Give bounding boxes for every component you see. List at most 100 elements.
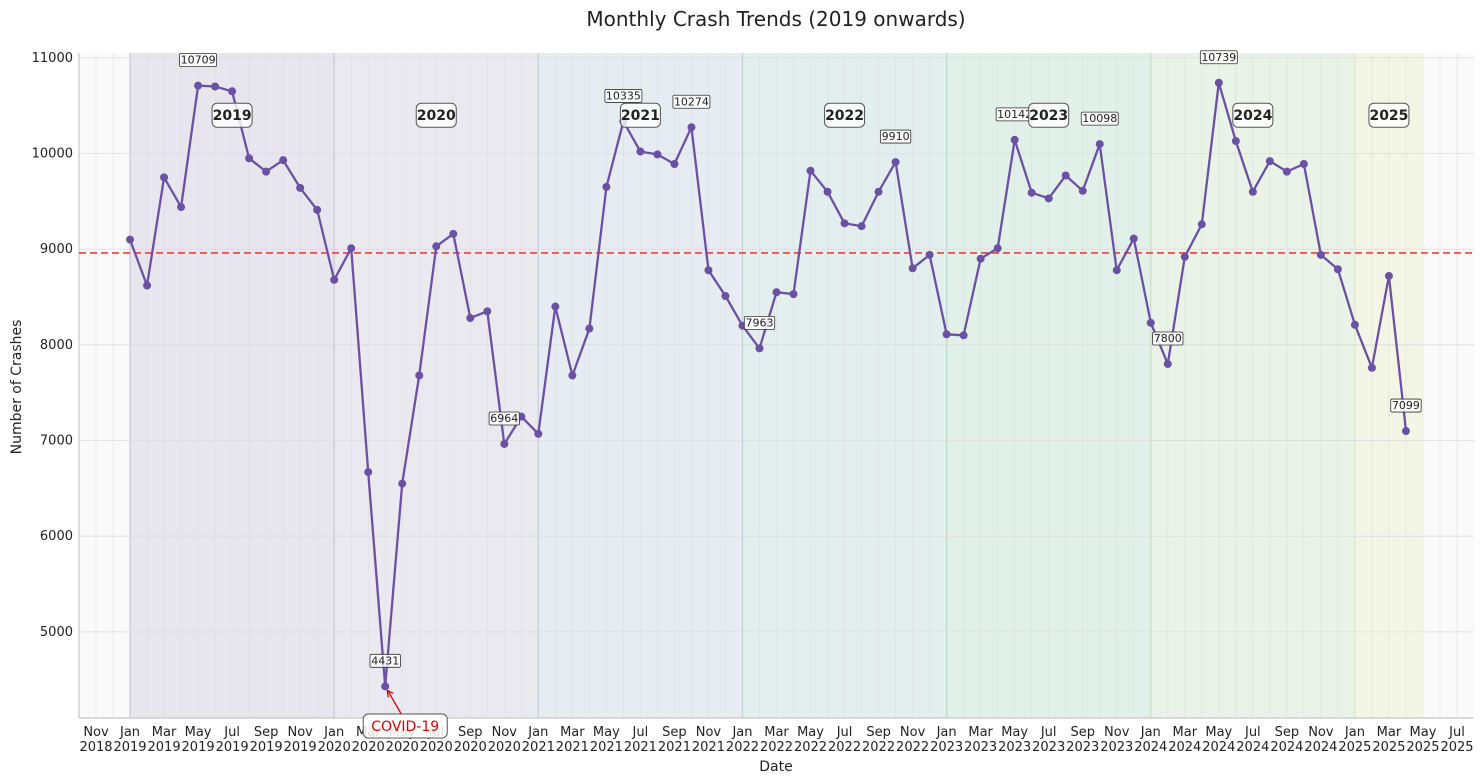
x-tick-year-label: 2022: [760, 740, 793, 755]
value-label: 7800: [1152, 331, 1184, 346]
x-tick-month-label: Nov: [696, 725, 722, 740]
y-tick-label: 7000: [40, 434, 73, 449]
x-tick-year-label: 2025: [1440, 740, 1473, 755]
data-point: [670, 159, 679, 168]
data-point: [1231, 137, 1240, 146]
data-point: [1061, 171, 1070, 180]
data-point: [1010, 135, 1019, 144]
y-tick-label: 9000: [40, 242, 73, 257]
chart-title: Monthly Crash Trends (2019 onwards): [586, 7, 965, 31]
data-point: [1112, 266, 1121, 275]
data-point: [449, 229, 458, 238]
value-label-text: 9910: [882, 130, 910, 143]
data-point: [500, 439, 509, 448]
value-label-text: 10142: [997, 108, 1032, 121]
y-axis-title: Number of Crashes: [9, 320, 25, 455]
annotation-group: COVID-19: [362, 689, 448, 739]
x-tick-year-label: 2024: [1168, 740, 1201, 755]
data-point: [687, 123, 696, 132]
x-tick-year-label: 2024: [1236, 740, 1269, 755]
x-tick-year-label: 2023: [1032, 740, 1065, 755]
x-tick-month-label: Jan: [323, 725, 344, 740]
value-label-box: [179, 53, 217, 68]
year-label-text: 2024: [1233, 108, 1272, 124]
data-point: [653, 150, 662, 159]
year-label-text: 2019: [213, 108, 252, 124]
x-tick-month-label: Sep: [458, 725, 483, 740]
x-tick-month-label: May: [1410, 725, 1437, 740]
data-point: [1044, 194, 1053, 203]
data-point: [211, 82, 220, 91]
year-label-box: [1028, 102, 1070, 128]
data-point: [143, 281, 152, 290]
data-point: [806, 166, 815, 175]
data-point: [1333, 265, 1342, 274]
data-point: [891, 158, 900, 167]
x-tick-year-label: 2023: [930, 740, 963, 755]
data-point: [772, 288, 781, 297]
data-point: [755, 344, 764, 353]
year-label-2019: 2019: [211, 102, 253, 128]
x-tick-month-label: May: [1205, 725, 1232, 740]
x-tick-month-label: Nov: [287, 725, 313, 740]
value-label: 4431: [369, 653, 401, 668]
year-label-2023: 2023: [1028, 102, 1070, 128]
data-point: [925, 250, 934, 259]
value-label-text: 6964: [490, 412, 518, 425]
x-tick-year-label: 2019: [216, 740, 249, 755]
value-label-box: [1390, 398, 1422, 413]
data-point: [1265, 157, 1274, 166]
y-tick-label: 5000: [40, 625, 73, 640]
x-tick-month-label: Jul: [1244, 725, 1261, 740]
data-point: [415, 371, 424, 380]
value-label: 10142: [995, 107, 1034, 122]
data-point: [194, 81, 203, 90]
value-label-box: [743, 315, 776, 330]
data-point: [908, 264, 917, 273]
annotation-box: [362, 713, 448, 739]
data-point: [1129, 234, 1138, 243]
x-tick-month-label: May: [797, 725, 824, 740]
x-tick-year-label: 2020: [352, 740, 385, 755]
year-label-2022: 2022: [824, 102, 866, 128]
value-label-box: [604, 89, 643, 103]
data-point: [789, 290, 798, 299]
x-tick-year-label: 2019: [182, 740, 215, 755]
value-label-text: 10335: [606, 89, 641, 102]
annotation-arrowhead: [386, 689, 394, 698]
x-tick-year-label: 2023: [964, 740, 997, 755]
annotation-text: COVID-19: [371, 719, 439, 735]
x-axis-title: Date: [759, 759, 792, 775]
x-tick-year-label: 2020: [488, 740, 521, 755]
x-tick-year-label: 2021: [692, 740, 725, 755]
value-label-box: [1199, 50, 1238, 65]
x-tick-year-label: 2023: [1100, 740, 1133, 755]
x-tick-year-label: 2019: [250, 740, 283, 755]
data-point: [1248, 187, 1257, 196]
y-tick-label: 10000: [32, 146, 73, 161]
data-point: [1095, 140, 1104, 149]
data-point: [160, 173, 169, 182]
year-label-box: [1232, 102, 1274, 128]
value-label: 7099: [1390, 398, 1422, 413]
x-tick-year-label: 2019: [113, 740, 146, 755]
data-point: [585, 324, 594, 333]
year-label-2024: 2024: [1232, 102, 1274, 128]
data-point: [1282, 167, 1291, 176]
data-point: [432, 242, 441, 251]
value-label: 10098: [1080, 111, 1119, 126]
year-label-box: [1368, 102, 1410, 128]
axes: 500060007000800090001000011000Nov2018Jan…: [32, 51, 1474, 755]
x-tick-year-label: 2023: [998, 740, 1031, 755]
x-tick-month-label: Nov: [1104, 725, 1130, 740]
year-label-text: 2025: [1369, 108, 1408, 124]
data-point: [976, 254, 985, 263]
x-tick-year-label: 2019: [148, 740, 181, 755]
x-tick-year-label: 2022: [862, 740, 895, 755]
data-point: [1350, 320, 1359, 329]
x-tick-month-label: Sep: [866, 725, 891, 740]
x-tick-year-label: 2024: [1202, 740, 1235, 755]
x-tick-year-label: 2024: [1270, 740, 1303, 755]
value-label-text: 4431: [371, 654, 399, 667]
year-label-text: 2021: [621, 108, 660, 124]
